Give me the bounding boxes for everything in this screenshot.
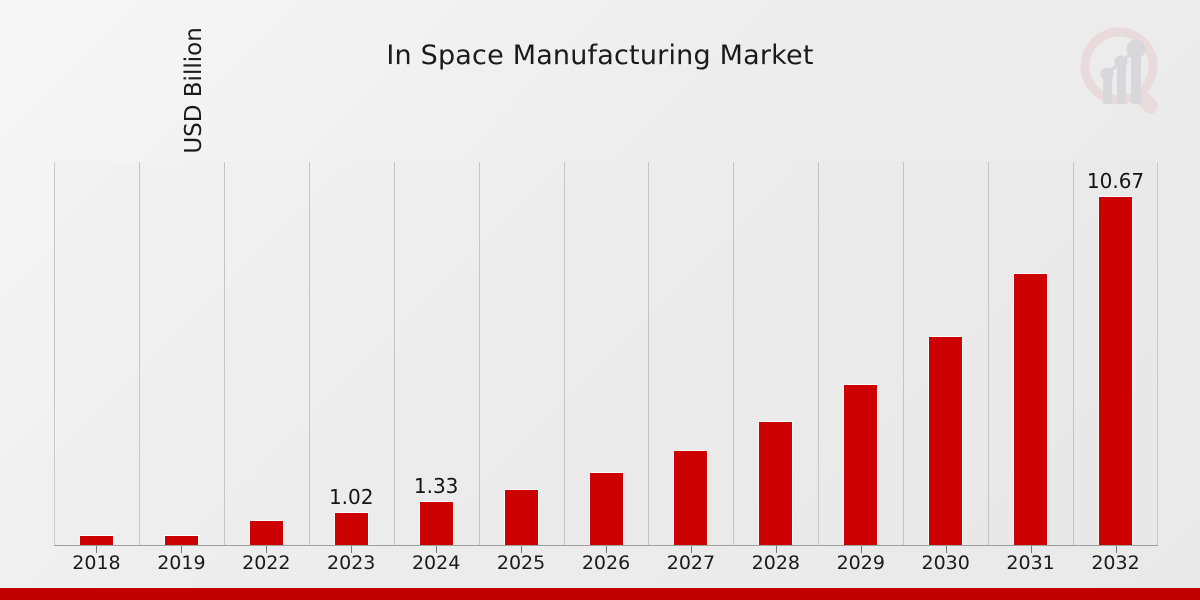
gridline	[988, 162, 990, 545]
bar-2024[interactable]	[418, 501, 454, 545]
bar-value-label-2032: 10.67	[1086, 169, 1145, 193]
bar-2023[interactable]	[333, 512, 369, 545]
y-axis-title: Market Value in USD Billion	[0, 0, 207, 339]
accent-band	[0, 588, 1200, 600]
gridline	[308, 162, 310, 545]
x-axis-tick-2024	[436, 546, 438, 553]
x-axis-tick-2025	[521, 546, 523, 553]
x-axis-tick-2019	[181, 546, 183, 553]
gridline	[903, 162, 905, 545]
bar-2018[interactable]	[78, 535, 114, 545]
bar-2031[interactable]	[1013, 273, 1049, 545]
x-axis-label-2032: 2032	[1091, 552, 1140, 574]
x-axis-label-2030: 2030	[921, 552, 970, 574]
page-title: In Space Manufacturing Market	[386, 40, 814, 71]
gridline	[1073, 162, 1075, 545]
x-axis-tick-2029	[860, 546, 862, 553]
x-axis-tick-2030	[945, 546, 947, 553]
bar-2027[interactable]	[673, 450, 709, 545]
x-axis-tick-2031	[1030, 546, 1032, 553]
x-axis-label-2019: 2019	[157, 552, 206, 574]
plot-frame-left	[54, 162, 55, 545]
plot-frame-right	[1157, 162, 1158, 545]
gridline	[648, 162, 650, 545]
bar-2026[interactable]	[588, 472, 624, 545]
x-axis-label-2024: 2024	[411, 552, 461, 574]
x-axis-tick-2018	[96, 546, 98, 553]
gridline	[818, 162, 820, 545]
x-axis-tick-2022	[266, 546, 268, 553]
x-axis-tick-2028	[775, 546, 777, 553]
bar-value-label-2024: 1.33	[413, 474, 459, 498]
bar-2029[interactable]	[843, 384, 879, 545]
x-axis-label-2029: 2029	[836, 552, 885, 574]
gridline	[393, 162, 395, 545]
magnifier-bar-chart-logo-watermark-icon	[1072, 22, 1176, 118]
x-axis-label-2025: 2025	[496, 552, 546, 574]
x-axis-label-2031: 2031	[1006, 552, 1055, 574]
x-axis-tick-2026	[606, 546, 607, 553]
x-axis-label-2023: 2023	[327, 552, 376, 574]
bar-2030[interactable]	[928, 336, 964, 545]
x-axis-tick-2023	[351, 546, 353, 553]
x-axis-label-2028: 2028	[751, 552, 801, 574]
bar-2028[interactable]	[758, 421, 794, 545]
gridline	[733, 162, 735, 545]
bar-2019[interactable]	[163, 535, 199, 545]
plot-area	[54, 162, 1158, 545]
x-axis-label-2026: 2026	[581, 552, 631, 574]
gridline	[563, 162, 565, 545]
x-axis-label-2018: 2018	[72, 552, 121, 574]
x-axis-tick-2032	[1115, 546, 1117, 553]
bar-2025[interactable]	[503, 489, 539, 545]
gridline	[478, 162, 480, 545]
x-axis-label-2022: 2022	[242, 552, 291, 574]
x-axis-line	[54, 545, 1158, 546]
bar-2032[interactable]	[1098, 196, 1134, 545]
x-axis-label-2027: 2027	[666, 552, 716, 574]
gridline	[138, 162, 140, 545]
gridline	[223, 162, 225, 545]
bar-2022[interactable]	[248, 520, 284, 545]
x-axis-tick-2027	[690, 546, 692, 553]
bar-value-label-2023: 1.02	[328, 485, 374, 509]
